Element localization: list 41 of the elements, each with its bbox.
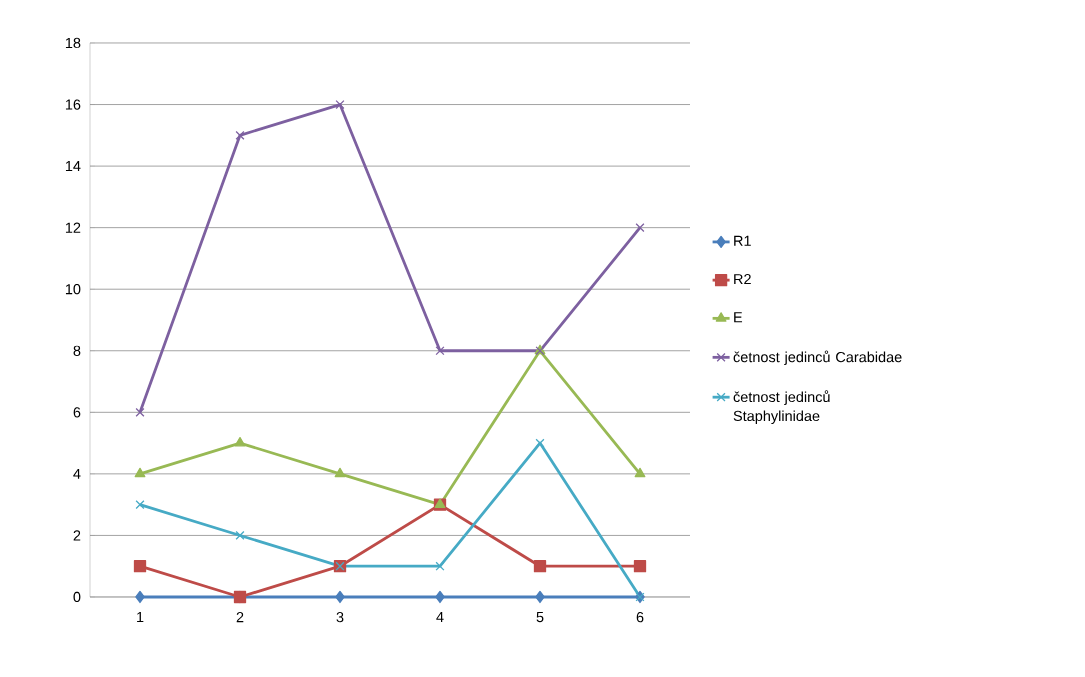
point <box>633 560 647 573</box>
point <box>335 100 345 110</box>
y-tick-label: 14 <box>65 161 81 172</box>
point <box>535 438 545 448</box>
point <box>335 590 345 604</box>
point <box>533 560 547 573</box>
x-tick-label: 1 <box>137 612 144 622</box>
point <box>635 223 645 233</box>
point <box>135 500 145 510</box>
y-tick-label: 6 <box>73 407 81 418</box>
legend-label: četnost jedinců Carabidae <box>733 350 902 366</box>
point <box>435 346 445 356</box>
y-tick-label: 18 <box>65 37 81 49</box>
x-tick-label: 3 <box>336 612 344 623</box>
legend-label: R2 <box>734 273 751 285</box>
y-tick-label: 4 <box>73 468 81 479</box>
x-tick-label: 2 <box>236 612 244 623</box>
y-tick-label: 8 <box>73 345 81 356</box>
point <box>435 590 445 604</box>
y-tick-label: 0 <box>73 591 81 603</box>
point <box>135 590 145 604</box>
legend-label: E <box>734 312 743 323</box>
point <box>235 530 245 540</box>
legend-label: R1 <box>734 235 751 246</box>
x-tick-label: 5 <box>536 612 544 623</box>
point <box>135 407 145 417</box>
point <box>134 467 146 478</box>
point <box>234 436 246 447</box>
y-tick-label: 2 <box>73 530 81 541</box>
y-tick-label: 10 <box>65 284 81 295</box>
y-tick-label: 16 <box>65 99 81 110</box>
point <box>435 561 445 571</box>
point <box>535 590 545 604</box>
point <box>334 467 346 478</box>
x-tick-label: 4 <box>436 612 444 622</box>
point <box>634 467 646 478</box>
point <box>133 560 147 573</box>
point <box>235 130 245 140</box>
legend-label: četnost jedinců Staphylinidae <box>733 390 830 424</box>
x-tick-label: 6 <box>636 612 644 623</box>
y-tick-label: 12 <box>65 222 81 233</box>
